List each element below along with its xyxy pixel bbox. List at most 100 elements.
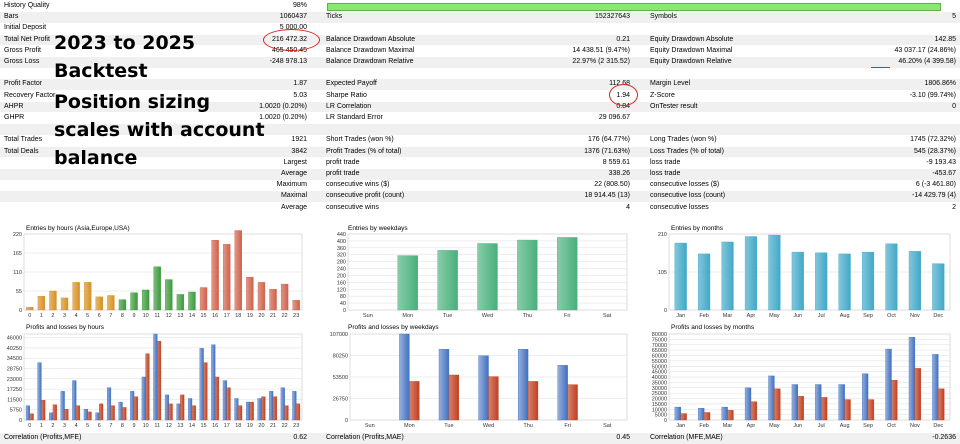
stat-label: Equity Drawdown Relative xyxy=(650,58,732,65)
stats-row: Initial Deposit 5 000.00 xyxy=(0,23,960,34)
stats-row: GHPR 1.0020 (0.20%) LR Standard Error 29 09… xyxy=(0,113,960,124)
stat-value xyxy=(820,68,956,79)
loss-bar xyxy=(797,396,804,421)
stats-row: Maximum consecutive wins ($) 22 (808.50) co… xyxy=(0,180,960,191)
stat-label: Symbols xyxy=(650,13,677,21)
stat-value xyxy=(820,1,956,12)
chart-title: Profits and losses by months xyxy=(671,324,755,331)
bar xyxy=(141,289,150,311)
stat-value: 112.68 xyxy=(609,80,630,88)
bar xyxy=(437,250,458,311)
stat-label: Expected Payoff xyxy=(326,80,377,88)
profit-bar xyxy=(885,348,892,421)
loss-bar xyxy=(122,407,127,421)
loss-bar xyxy=(527,381,539,421)
stat-value: 0.21 xyxy=(616,35,630,43)
bar xyxy=(165,279,173,311)
stats-row: Profit Factor 1.87 Expected Payoff 112.68 Ma… xyxy=(0,79,960,90)
stat-label xyxy=(4,180,144,191)
loss-bar xyxy=(821,397,828,421)
stat-label: loss trade xyxy=(650,158,681,166)
stat-value: 1.0020 (0.20%) xyxy=(259,114,307,121)
x-tick-label: 18 xyxy=(235,423,241,429)
bar xyxy=(815,252,828,311)
stat-value: 142.85 xyxy=(934,35,956,43)
x-tick-label: Feb xyxy=(699,423,708,429)
stat-label: Z-Score xyxy=(650,91,675,99)
x-tick-label: Nov xyxy=(910,313,920,319)
x-tick-label: 21 xyxy=(270,423,276,429)
y-tick-label: 55 xyxy=(16,289,22,295)
stat-label: consecutive losses ($) xyxy=(650,181,720,189)
profit-bar xyxy=(176,403,181,421)
y-tick-label: 0 xyxy=(664,418,667,424)
loss-bar xyxy=(226,387,231,421)
x-tick-label: 6 xyxy=(98,313,101,319)
stat-label xyxy=(326,23,526,34)
profit-bar xyxy=(72,380,77,421)
profit-bar xyxy=(269,391,274,421)
stat-value: -9 193.43 xyxy=(926,158,956,166)
y-tick-label: 30000 xyxy=(652,386,667,392)
bar xyxy=(932,263,945,311)
stats-row: AHPR 1.0020 (0.20%) LR Correlation 0.84 OnTe… xyxy=(0,101,960,113)
stat-label: Total Deals xyxy=(4,147,39,155)
y-tick-label: 50000 xyxy=(652,364,667,370)
bar xyxy=(60,297,69,311)
loss-bar xyxy=(87,411,92,421)
y-tick-label: 26750 xyxy=(333,397,348,403)
y-tick-label: 80250 xyxy=(333,354,348,360)
chart-title: Entries by weekdays xyxy=(348,225,408,232)
loss-bar xyxy=(52,404,57,421)
x-tick-label: Dec xyxy=(933,313,943,319)
stat-label: Sharpe Ratio xyxy=(326,91,367,99)
bar xyxy=(292,300,300,311)
stat-value: 22 (808.50) xyxy=(594,181,630,189)
bar xyxy=(130,292,138,311)
y-tick-label: 20000 xyxy=(652,397,667,403)
x-tick-label: Dec xyxy=(933,423,943,429)
stat-label: History Quality xyxy=(4,2,50,9)
stat-label: Bars xyxy=(4,13,19,21)
stats-row: Bars 1060437 Ticks 152327643 Symbols 5 xyxy=(0,12,960,23)
stat-value: 29 096.67 xyxy=(598,114,630,121)
bar xyxy=(223,244,231,311)
y-tick-label: 80 xyxy=(340,294,346,300)
loss-bar xyxy=(261,396,266,421)
stats-row: Gross Loss -248 978.13 Balance Drawdown Re… xyxy=(0,57,960,68)
x-tick-label: Sat xyxy=(603,423,612,429)
bar xyxy=(269,289,277,311)
x-tick-label: 12 xyxy=(166,423,172,429)
profit-bar xyxy=(292,391,297,421)
y-tick-label: 0 xyxy=(343,308,346,314)
loss-bar xyxy=(867,399,875,421)
x-tick-label: 13 xyxy=(177,313,183,319)
bar xyxy=(246,276,254,311)
y-tick-label: 280 xyxy=(337,260,346,266)
y-tick-label: 25000 xyxy=(652,391,667,397)
stat-value: 8 559.61 xyxy=(602,158,630,166)
stat-value: 338.26 xyxy=(608,170,630,177)
x-tick-label: 23 xyxy=(293,423,299,429)
x-tick-label: Sat xyxy=(603,313,612,319)
correlation-row: Correlation (Profits,MFE) 0.62 Correlati… xyxy=(0,433,960,444)
x-tick-label: Oct xyxy=(887,313,896,319)
x-tick-label: Tue xyxy=(444,423,453,429)
stat-label: Equity Drawdown Maximal xyxy=(650,46,733,54)
y-tick-label: 360 xyxy=(337,246,346,252)
loss-bar xyxy=(41,400,46,421)
x-tick-label: 20 xyxy=(258,313,264,319)
x-tick-label: Tue xyxy=(443,313,452,319)
stats-row: History Quality 98% xyxy=(0,1,960,12)
stat-label: Ticks xyxy=(326,13,343,21)
stats-row: Average profit trade 338.26 loss trade -453.… xyxy=(0,169,960,180)
stat-label xyxy=(326,68,526,79)
x-tick-label: Sep xyxy=(863,313,873,319)
y-tick-label: 15000 xyxy=(652,402,667,408)
profit-bar xyxy=(721,406,728,421)
x-tick-label: 15 xyxy=(200,313,206,319)
x-tick-label: 3 xyxy=(63,423,66,429)
x-tick-label: 8 xyxy=(121,423,124,429)
x-tick-label: Apr xyxy=(747,423,756,429)
correlation-label: Correlation (Profits,MAE) xyxy=(326,434,404,441)
